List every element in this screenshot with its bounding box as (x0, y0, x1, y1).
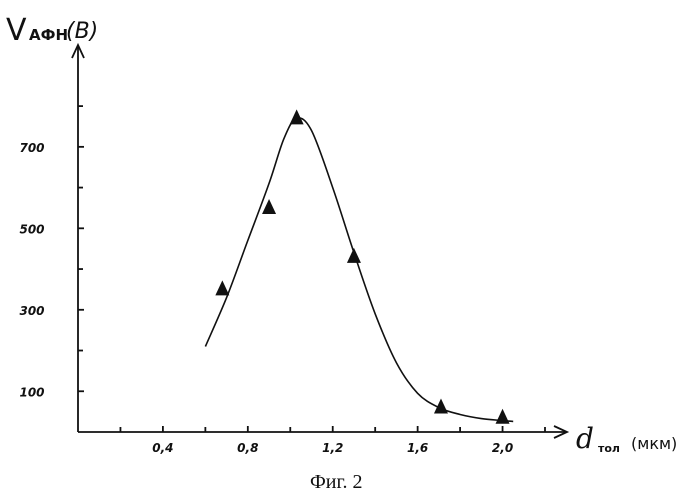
y-tick-label: 300 (19, 304, 44, 318)
y-title-unit: (В) (66, 19, 98, 44)
data-point-triangle (496, 409, 510, 424)
y-tick-label: 700 (19, 141, 44, 155)
y-tick-label: 100 (19, 385, 44, 399)
x-tick-label: 2,0 (492, 441, 513, 455)
x-title-unit: (мкм) (631, 434, 677, 453)
y-title-subscript: АФН (29, 26, 68, 44)
data-markers (215, 109, 509, 423)
x-tick-label: 1,2 (322, 441, 343, 455)
x-axis-title: d тол (мкм) (576, 422, 677, 455)
data-point-triangle (215, 280, 229, 295)
x-tick-label: 0,8 (237, 441, 258, 455)
data-point-triangle (290, 109, 304, 124)
x-ticks: 0,4 0,8 1,2 1,6 2,0 (120, 426, 545, 455)
fit-curve (205, 118, 513, 421)
data-point-triangle (347, 248, 361, 263)
y-title-symbol: V (6, 13, 27, 48)
x-tick-label: 0,4 (152, 441, 173, 455)
y-axis-title: V АФН (В) (6, 13, 98, 48)
y-tick-label: 500 (19, 222, 44, 236)
x-title-subscript: тол (598, 442, 620, 455)
figure-caption: Фиг. 2 (310, 471, 362, 493)
x-title-symbol: d (576, 422, 594, 455)
y-ticks: 100 300 500 700 (19, 106, 84, 399)
data-point-triangle (262, 199, 276, 214)
x-tick-label: 1,6 (407, 441, 428, 455)
